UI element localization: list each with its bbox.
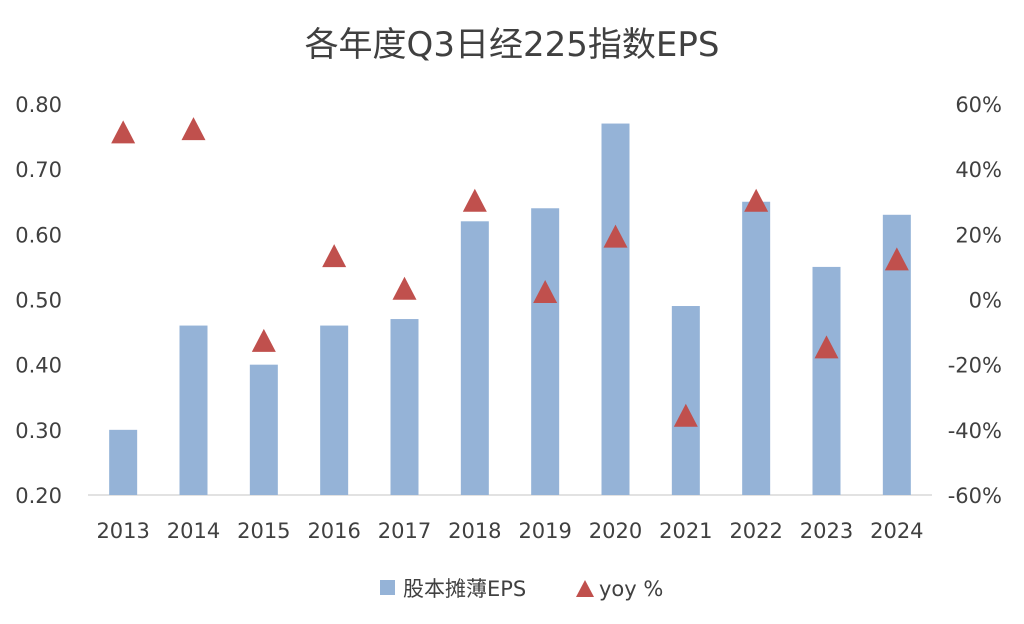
yoy-marker (181, 117, 206, 141)
legend-label-yoy: yoy % (599, 577, 663, 601)
eps-bar (179, 325, 208, 495)
axes: 0.20 0.30 0.40 0.50 0.60 0.70 0.80 -60% -40% -20%… (15, 93, 1002, 543)
eps-bar (109, 429, 138, 495)
y-right-tick-label: -20% (948, 354, 1002, 378)
eps-bar (460, 221, 489, 496)
y-left-tick-label: 0.30 (15, 419, 62, 443)
y-right-tick-label: 0% (969, 289, 1002, 313)
triangle-series (111, 117, 909, 427)
eps-bar (390, 319, 419, 495)
yoy-marker (884, 247, 909, 271)
x-tick-label: 2023 (800, 519, 853, 543)
y-left-tick-label: 0.80 (15, 93, 62, 117)
eps-bar (601, 123, 630, 496)
y-right-tick-label: -40% (948, 419, 1002, 443)
eps-bar (671, 306, 700, 495)
legend-swatch-eps (380, 580, 395, 595)
chart-title: 各年度Q3日经225指数EPS (305, 25, 720, 65)
yoy-marker (111, 120, 136, 144)
yoy-marker (462, 188, 487, 212)
yoy-marker (533, 279, 558, 303)
x-tick-label: 2024 (870, 519, 923, 543)
y-left-tick-label: 0.60 (15, 223, 62, 247)
y-right-tick-label: -60% (948, 484, 1002, 508)
y-right-tick-label: 40% (955, 158, 1002, 182)
y-right-tick-label: 60% (955, 93, 1002, 117)
eps-bar (742, 201, 771, 495)
y-left-tick-label: 0.40 (15, 354, 62, 378)
y-left-tick-label: 0.70 (15, 158, 62, 182)
x-tick-label: 2017 (378, 519, 431, 543)
x-tick-label: 2021 (659, 519, 712, 543)
x-tick-label: 2015 (237, 519, 290, 543)
eps-bar (320, 325, 349, 495)
legend: 股本摊薄EPS yoy % (380, 577, 663, 601)
x-tick-label: 2016 (307, 519, 360, 543)
eps-bar (249, 364, 278, 495)
yoy-marker (673, 403, 698, 427)
y-left-tick-label: 0.50 (15, 289, 62, 313)
x-tick-label: 2020 (589, 519, 642, 543)
x-tick-label: 2014 (167, 519, 220, 543)
yoy-marker (322, 244, 347, 268)
x-tick-label: 2013 (96, 519, 149, 543)
x-tick-label: 2018 (448, 519, 501, 543)
yoy-marker (392, 276, 417, 300)
y-left-tick-label: 0.20 (15, 484, 62, 508)
x-tick-label: 2022 (729, 519, 782, 543)
x-tick-label: 2019 (518, 519, 571, 543)
yoy-marker (603, 224, 628, 248)
legend-swatch-yoy (576, 580, 594, 597)
eps-bar (812, 266, 841, 495)
bar-series (109, 123, 911, 496)
legend-label-eps: 股本摊薄EPS (403, 577, 526, 601)
y-right-tick-label: 20% (955, 223, 1002, 247)
yoy-marker (744, 188, 769, 212)
eps-bar (531, 208, 560, 495)
yoy-marker (814, 335, 839, 359)
yoy-marker (251, 328, 276, 352)
